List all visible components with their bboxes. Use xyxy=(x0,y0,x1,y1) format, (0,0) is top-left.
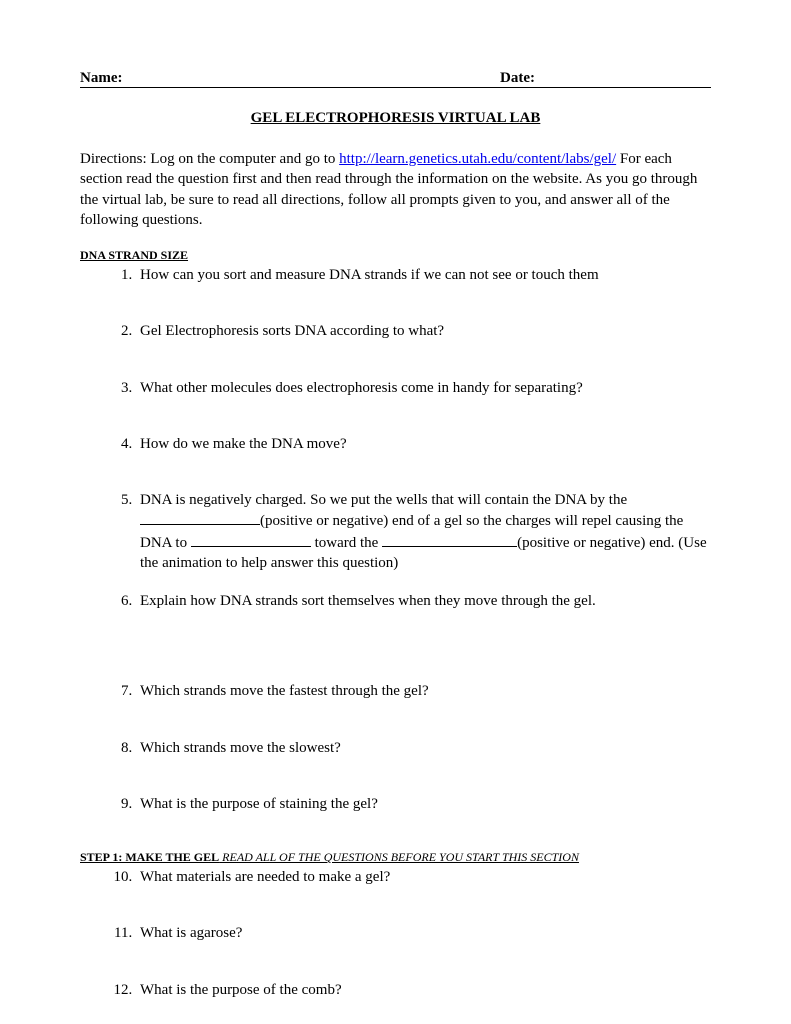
question-6: Explain how DNA strands sort themselves … xyxy=(136,591,711,611)
question-2: Gel Electrophoresis sorts DNA according … xyxy=(136,321,711,341)
question-8: Which strands move the slowest? xyxy=(136,738,711,758)
question-1: How can you sort and measure DNA strands… xyxy=(136,265,711,285)
question-7: Which strands move the fastest through t… xyxy=(136,681,711,701)
date-label: Date: xyxy=(500,70,711,87)
question-4: How do we make the DNA move? xyxy=(136,434,711,454)
questions-list-1: How can you sort and measure DNA strands… xyxy=(80,265,711,814)
question-9: What is the purpose of staining the gel? xyxy=(136,794,711,814)
page-title: GEL ELECTROPHORESIS VIRTUAL LAB xyxy=(80,110,711,127)
directions-link[interactable]: http://learn.genetics.utah.edu/content/l… xyxy=(339,151,616,167)
document-page: Name: Date: GEL ELECTROPHORESIS VIRTUAL … xyxy=(0,0,791,1024)
blank-3 xyxy=(382,532,517,547)
header-line: Name: Date: xyxy=(80,70,711,88)
section-heading-dna-strand-size: DNA STRAND SIZE xyxy=(80,248,711,263)
q5-part-a: DNA is negatively charged. So we put the… xyxy=(140,492,627,508)
section2-heading-text: STEP 1: MAKE THE GEL xyxy=(80,850,219,864)
section2-heading-tail: READ ALL OF THE QUESTIONS BEFORE YOU STA… xyxy=(219,850,579,864)
question-11: What is agarose? xyxy=(136,923,711,943)
blank-1 xyxy=(140,510,260,525)
directions-prefix: Directions: Log on the computer and go t… xyxy=(80,151,339,167)
q5-part-c: toward the xyxy=(311,535,382,551)
question-12: What is the purpose of the comb? xyxy=(136,980,711,1000)
section-heading-step-1: STEP 1: MAKE THE GEL READ ALL OF THE QUE… xyxy=(80,850,711,865)
question-5: DNA is negatively charged. So we put the… xyxy=(136,490,711,573)
question-10: What materials are needed to make a gel? xyxy=(136,867,711,887)
blank-2 xyxy=(191,532,311,547)
question-3: What other molecules does electrophoresi… xyxy=(136,378,711,398)
questions-list-2: What materials are needed to make a gel?… xyxy=(80,867,711,1000)
name-label: Name: xyxy=(80,70,500,87)
directions-paragraph: Directions: Log on the computer and go t… xyxy=(80,149,711,230)
